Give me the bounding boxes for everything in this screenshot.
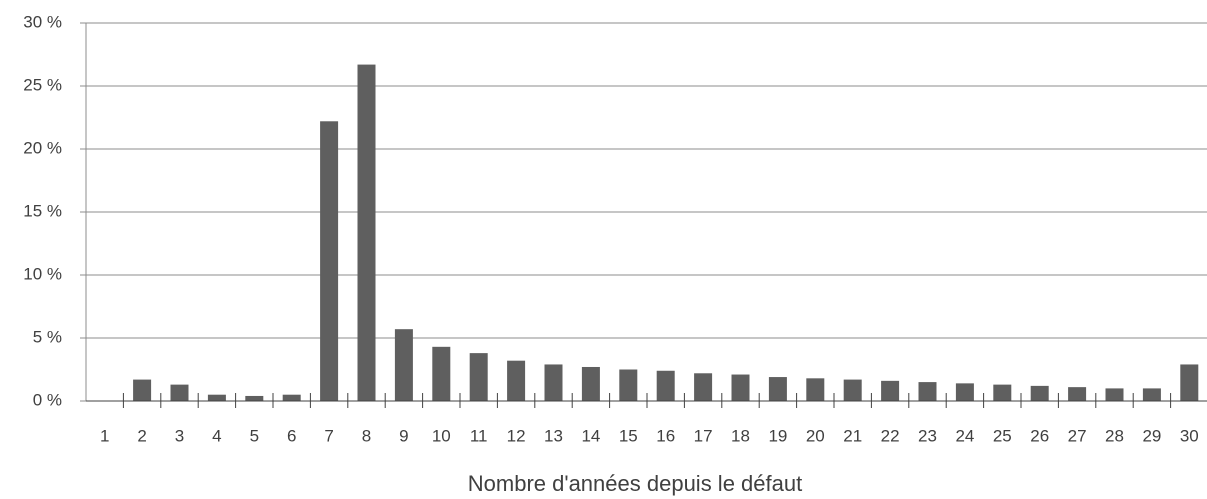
bar — [1180, 364, 1199, 401]
bar — [245, 395, 264, 401]
bar — [806, 378, 825, 401]
bar — [731, 374, 750, 401]
bar — [469, 353, 488, 401]
bar — [207, 394, 226, 401]
bar — [133, 379, 152, 401]
x-tick-label: 25 — [993, 426, 1012, 445]
x-tick-label: 27 — [1068, 426, 1087, 445]
y-tick-label: 5 % — [33, 327, 62, 346]
bar — [282, 394, 301, 401]
bar — [581, 366, 600, 401]
x-tick-label: 11 — [470, 426, 488, 445]
x-tick-label: 29 — [1142, 426, 1161, 445]
bar — [993, 384, 1012, 401]
x-tick-label: 26 — [1030, 426, 1049, 445]
x-tick-label: 13 — [544, 426, 563, 445]
x-tick-label: 22 — [881, 426, 900, 445]
x-tick-label: 2 — [137, 426, 146, 445]
y-tick-label: 20 % — [23, 138, 62, 157]
x-tick-label: 19 — [768, 426, 787, 445]
bar — [320, 121, 339, 401]
y-tick-label: 25 % — [23, 75, 62, 94]
bar — [1142, 388, 1161, 401]
x-tick-label: 28 — [1105, 426, 1124, 445]
bar — [394, 329, 413, 401]
x-tick-label: 10 — [432, 426, 451, 445]
bar — [918, 382, 937, 401]
bar — [507, 360, 526, 401]
y-tick-label: 10 % — [23, 264, 62, 283]
x-tick-label: 6 — [287, 426, 296, 445]
bar — [357, 64, 376, 401]
x-tick-label: 3 — [175, 426, 184, 445]
x-tick-label: 1 — [100, 426, 109, 445]
x-tick-label: 9 — [399, 426, 408, 445]
bar — [1068, 387, 1087, 401]
bar — [881, 380, 900, 401]
bar — [432, 346, 451, 401]
x-tick-label: 24 — [955, 426, 974, 445]
x-tick-label: 21 — [843, 426, 862, 445]
bar — [544, 364, 563, 401]
y-tick-label: 0 % — [33, 390, 62, 409]
x-tick-label: 20 — [806, 426, 825, 445]
x-tick-label: 4 — [212, 426, 221, 445]
x-tick-label: 8 — [362, 426, 371, 445]
x-tick-label: 7 — [324, 426, 333, 445]
x-tick-label: 17 — [694, 426, 713, 445]
x-tick-label: 12 — [507, 426, 526, 445]
bar — [955, 383, 974, 401]
x-tick-label: 18 — [731, 426, 750, 445]
x-axis-title: Nombre d'années depuis le défaut — [468, 471, 802, 496]
x-tick-label: 16 — [656, 426, 675, 445]
bar — [694, 373, 713, 401]
y-tick-label: 15 % — [23, 201, 62, 220]
bar — [768, 377, 787, 401]
x-tick-label: 5 — [250, 426, 259, 445]
bar — [656, 370, 675, 401]
x-tick-label: 15 — [619, 426, 638, 445]
x-tick-label: 30 — [1180, 426, 1199, 445]
bar — [843, 379, 862, 401]
bar — [1105, 388, 1124, 401]
bar — [170, 384, 189, 401]
x-tick-label: 23 — [918, 426, 937, 445]
y-tick-label: 30 % — [23, 12, 62, 31]
x-tick-label: 14 — [581, 426, 600, 445]
bar — [619, 369, 638, 401]
bar — [1030, 385, 1049, 401]
